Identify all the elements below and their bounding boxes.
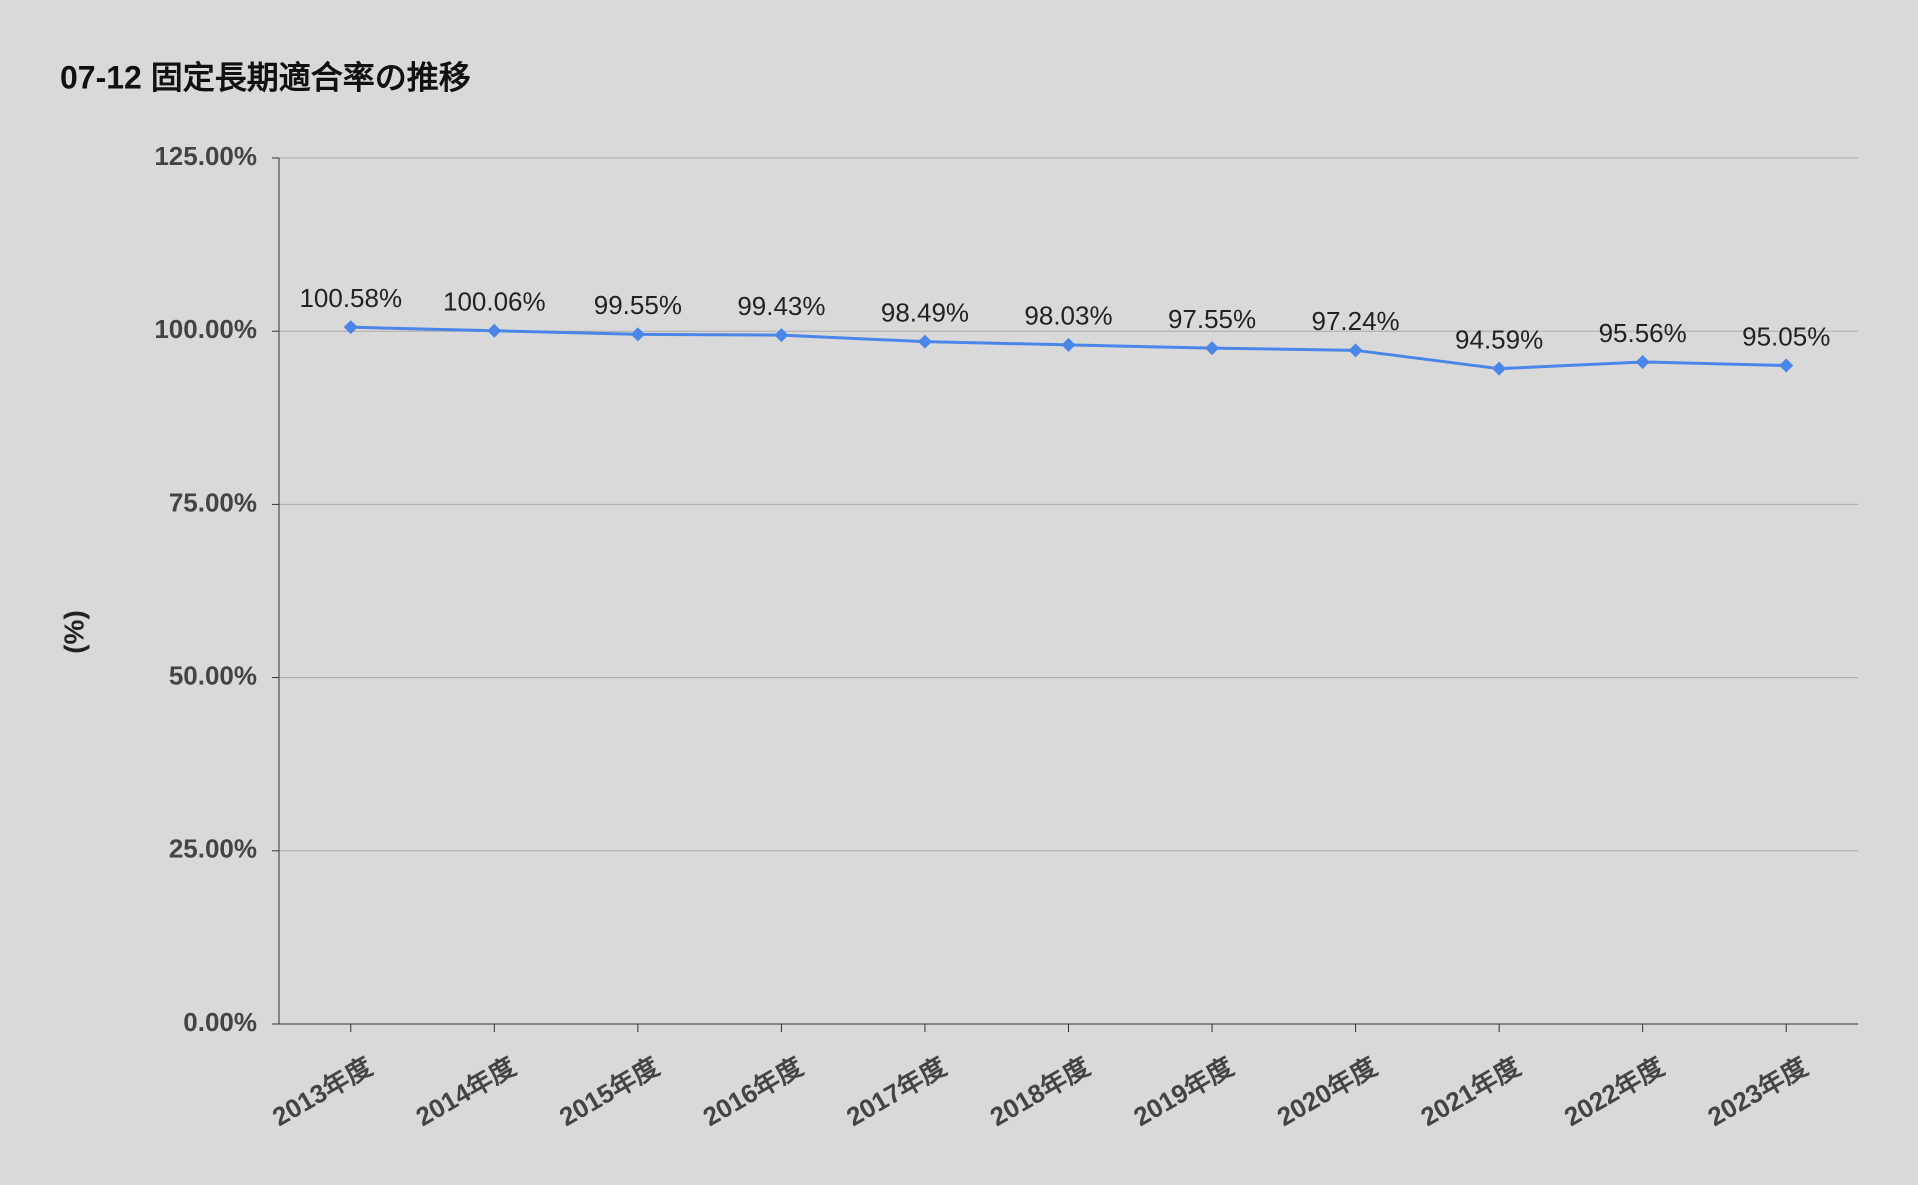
data-point bbox=[1348, 343, 1363, 358]
data-label: 95.56% bbox=[1599, 318, 1687, 348]
data-point bbox=[1779, 358, 1794, 373]
chart-title: 07-12 固定長期適合率の推移 bbox=[60, 59, 471, 95]
y-tick-label: 50.00% bbox=[169, 660, 257, 690]
data-label: 100.58% bbox=[299, 283, 402, 313]
data-label: 97.55% bbox=[1168, 304, 1256, 334]
y-tick-label: 100.00% bbox=[154, 314, 257, 344]
data-label: 100.06% bbox=[443, 287, 546, 317]
data-point bbox=[1492, 361, 1507, 376]
data-point bbox=[1635, 354, 1650, 369]
data-point bbox=[1205, 341, 1220, 356]
y-axis-label: (%) bbox=[58, 610, 89, 654]
data-point bbox=[343, 320, 358, 335]
y-tick-label: 75.00% bbox=[169, 487, 257, 517]
data-label: 99.43% bbox=[737, 291, 825, 321]
data-label: 97.24% bbox=[1311, 306, 1399, 336]
data-label: 99.55% bbox=[594, 290, 682, 320]
y-tick-label: 25.00% bbox=[169, 834, 257, 864]
y-tick-label: 0.00% bbox=[183, 1007, 257, 1037]
data-label: 94.59% bbox=[1455, 325, 1543, 355]
data-point bbox=[487, 323, 502, 338]
data-label: 95.05% bbox=[1742, 321, 1830, 351]
y-tick-label: 125.00% bbox=[154, 141, 257, 171]
data-label: 98.49% bbox=[881, 298, 969, 328]
data-point bbox=[1061, 337, 1076, 352]
data-point bbox=[774, 328, 789, 343]
data-label: 98.03% bbox=[1024, 301, 1112, 331]
data-point bbox=[917, 334, 932, 349]
data-point bbox=[630, 327, 645, 342]
